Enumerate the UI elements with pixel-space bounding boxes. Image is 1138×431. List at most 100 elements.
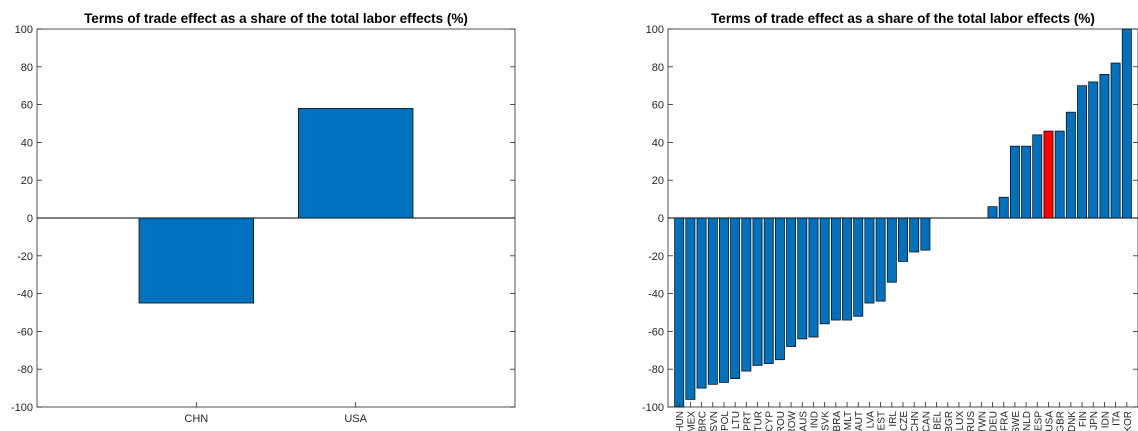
bar-svk bbox=[819, 217, 830, 325]
bar-can bbox=[920, 217, 931, 251]
y-tick-label: -20 bbox=[648, 251, 664, 263]
x-tick-label: ITA bbox=[1112, 411, 1123, 426]
bar-gbr bbox=[1054, 130, 1065, 219]
bar-ita bbox=[1110, 62, 1121, 219]
chart-title: Terms of trade effect as a share of the … bbox=[84, 11, 468, 26]
bar-swe bbox=[1009, 145, 1020, 219]
x-tick-label: BEL bbox=[933, 411, 944, 430]
bar-rou bbox=[774, 217, 785, 361]
x-tick-label: LUX bbox=[955, 411, 966, 431]
bar-brc bbox=[696, 217, 707, 389]
x-tick-label: TWN bbox=[977, 411, 988, 431]
bar-kor bbox=[1121, 28, 1132, 219]
x-tick-label: AUT bbox=[854, 411, 865, 431]
x-tick-label: BRC bbox=[698, 411, 709, 431]
bar-row bbox=[786, 217, 797, 347]
x-tick-label: TUR bbox=[754, 411, 765, 431]
bar-deu bbox=[987, 206, 998, 219]
x-tick-label: IRL bbox=[888, 411, 899, 427]
bar-mlt bbox=[842, 217, 852, 321]
x-tick-label: LTU bbox=[731, 411, 742, 429]
bar-mex bbox=[685, 217, 696, 400]
x-tick-label: JPN bbox=[1089, 411, 1100, 430]
y-tick-label: -60 bbox=[17, 326, 33, 338]
bar-nld bbox=[1021, 145, 1032, 219]
y-tick-label: 0 bbox=[658, 213, 664, 225]
y-tick-label: -40 bbox=[17, 289, 33, 301]
x-tick-label: IDN bbox=[1100, 411, 1111, 428]
x-tick-label: POL bbox=[720, 411, 731, 431]
x-tick-label: IND bbox=[809, 411, 820, 428]
y-tick-label: 80 bbox=[21, 62, 33, 74]
x-tick-label: CYP bbox=[765, 411, 776, 431]
bar-chn bbox=[138, 217, 255, 304]
bar-aus bbox=[797, 217, 808, 340]
y-tick-label: 40 bbox=[21, 137, 33, 149]
chart-title: Terms of trade effect as a share of the … bbox=[711, 11, 1095, 26]
x-tick-label: DEU bbox=[989, 411, 1000, 431]
y-tick-label: -20 bbox=[17, 251, 33, 263]
y-tick-label: -100 bbox=[642, 402, 664, 414]
bar-idn bbox=[1099, 74, 1110, 219]
y-tick-label: -80 bbox=[17, 364, 33, 376]
x-tick-label: USA bbox=[1044, 411, 1055, 431]
y-tick-label: 60 bbox=[652, 100, 664, 112]
bar-hun bbox=[674, 217, 685, 408]
x-tick-label: MEX bbox=[686, 411, 697, 431]
chart-left: Terms of trade effect as a share of the … bbox=[11, 11, 516, 425]
bar-svn bbox=[707, 217, 718, 385]
x-tick-label: MLT bbox=[843, 411, 854, 430]
bar-lva bbox=[864, 217, 875, 304]
bar-prt bbox=[741, 217, 752, 372]
y-tick-label: 100 bbox=[15, 24, 33, 36]
x-tick-label: ESP bbox=[1033, 411, 1044, 431]
x-tick-label: USA bbox=[344, 413, 367, 425]
bar-fra bbox=[998, 196, 1009, 219]
bar-ltu bbox=[730, 217, 741, 379]
bar-pol bbox=[719, 217, 729, 383]
y-tick-label: -100 bbox=[11, 402, 33, 414]
y-tick-label: 80 bbox=[652, 62, 664, 74]
y-tick-label: 40 bbox=[652, 137, 664, 149]
bar-est bbox=[875, 217, 886, 302]
x-tick-label: KOR bbox=[1123, 411, 1134, 431]
x-tick-label: DNK bbox=[1067, 411, 1078, 431]
x-tick-label: EST bbox=[877, 411, 888, 430]
x-tick-label: AUS bbox=[798, 411, 809, 431]
bar-tur bbox=[752, 217, 763, 366]
bar-bra bbox=[830, 217, 841, 321]
bar-dnk bbox=[1065, 111, 1076, 219]
x-tick-label: RUS bbox=[966, 411, 977, 431]
x-tick-label: PRT bbox=[742, 411, 753, 431]
y-tick-label: 100 bbox=[646, 24, 664, 36]
x-tick-label: CHN bbox=[184, 413, 208, 425]
bar-chn bbox=[909, 217, 920, 253]
x-tick-label: CZE bbox=[899, 411, 910, 431]
y-tick-label: -40 bbox=[648, 289, 664, 301]
y-tick-label: 20 bbox=[652, 175, 664, 187]
x-tick-label: CAN bbox=[921, 411, 932, 431]
chart-right: Terms of trade effect as a share of the … bbox=[642, 11, 1138, 431]
x-tick-label: CHN bbox=[910, 411, 921, 431]
bar-jpn bbox=[1088, 81, 1099, 219]
x-tick-label: FIN bbox=[1078, 411, 1089, 427]
x-tick-label: BGR bbox=[944, 411, 955, 431]
y-tick-label: 0 bbox=[27, 213, 33, 225]
x-tick-label: FRA bbox=[1000, 411, 1011, 431]
y-tick-label: -60 bbox=[648, 326, 664, 338]
x-tick-label: BRA bbox=[832, 411, 843, 431]
x-tick-label: ROW bbox=[787, 410, 798, 431]
bar-cyp bbox=[763, 217, 774, 364]
x-tick-label: HUN bbox=[675, 411, 686, 431]
bar-usa bbox=[297, 108, 414, 219]
bar-fin bbox=[1077, 85, 1087, 219]
y-tick-label: 20 bbox=[21, 175, 33, 187]
x-tick-label: GBR bbox=[1056, 411, 1067, 431]
bar-usa bbox=[1043, 130, 1054, 219]
x-tick-label: SVK bbox=[821, 411, 832, 431]
x-tick-label: LVA bbox=[865, 411, 876, 429]
y-tick-label: -80 bbox=[648, 364, 664, 376]
y-tick-label: 60 bbox=[21, 100, 33, 112]
bar-esp bbox=[1032, 134, 1043, 219]
